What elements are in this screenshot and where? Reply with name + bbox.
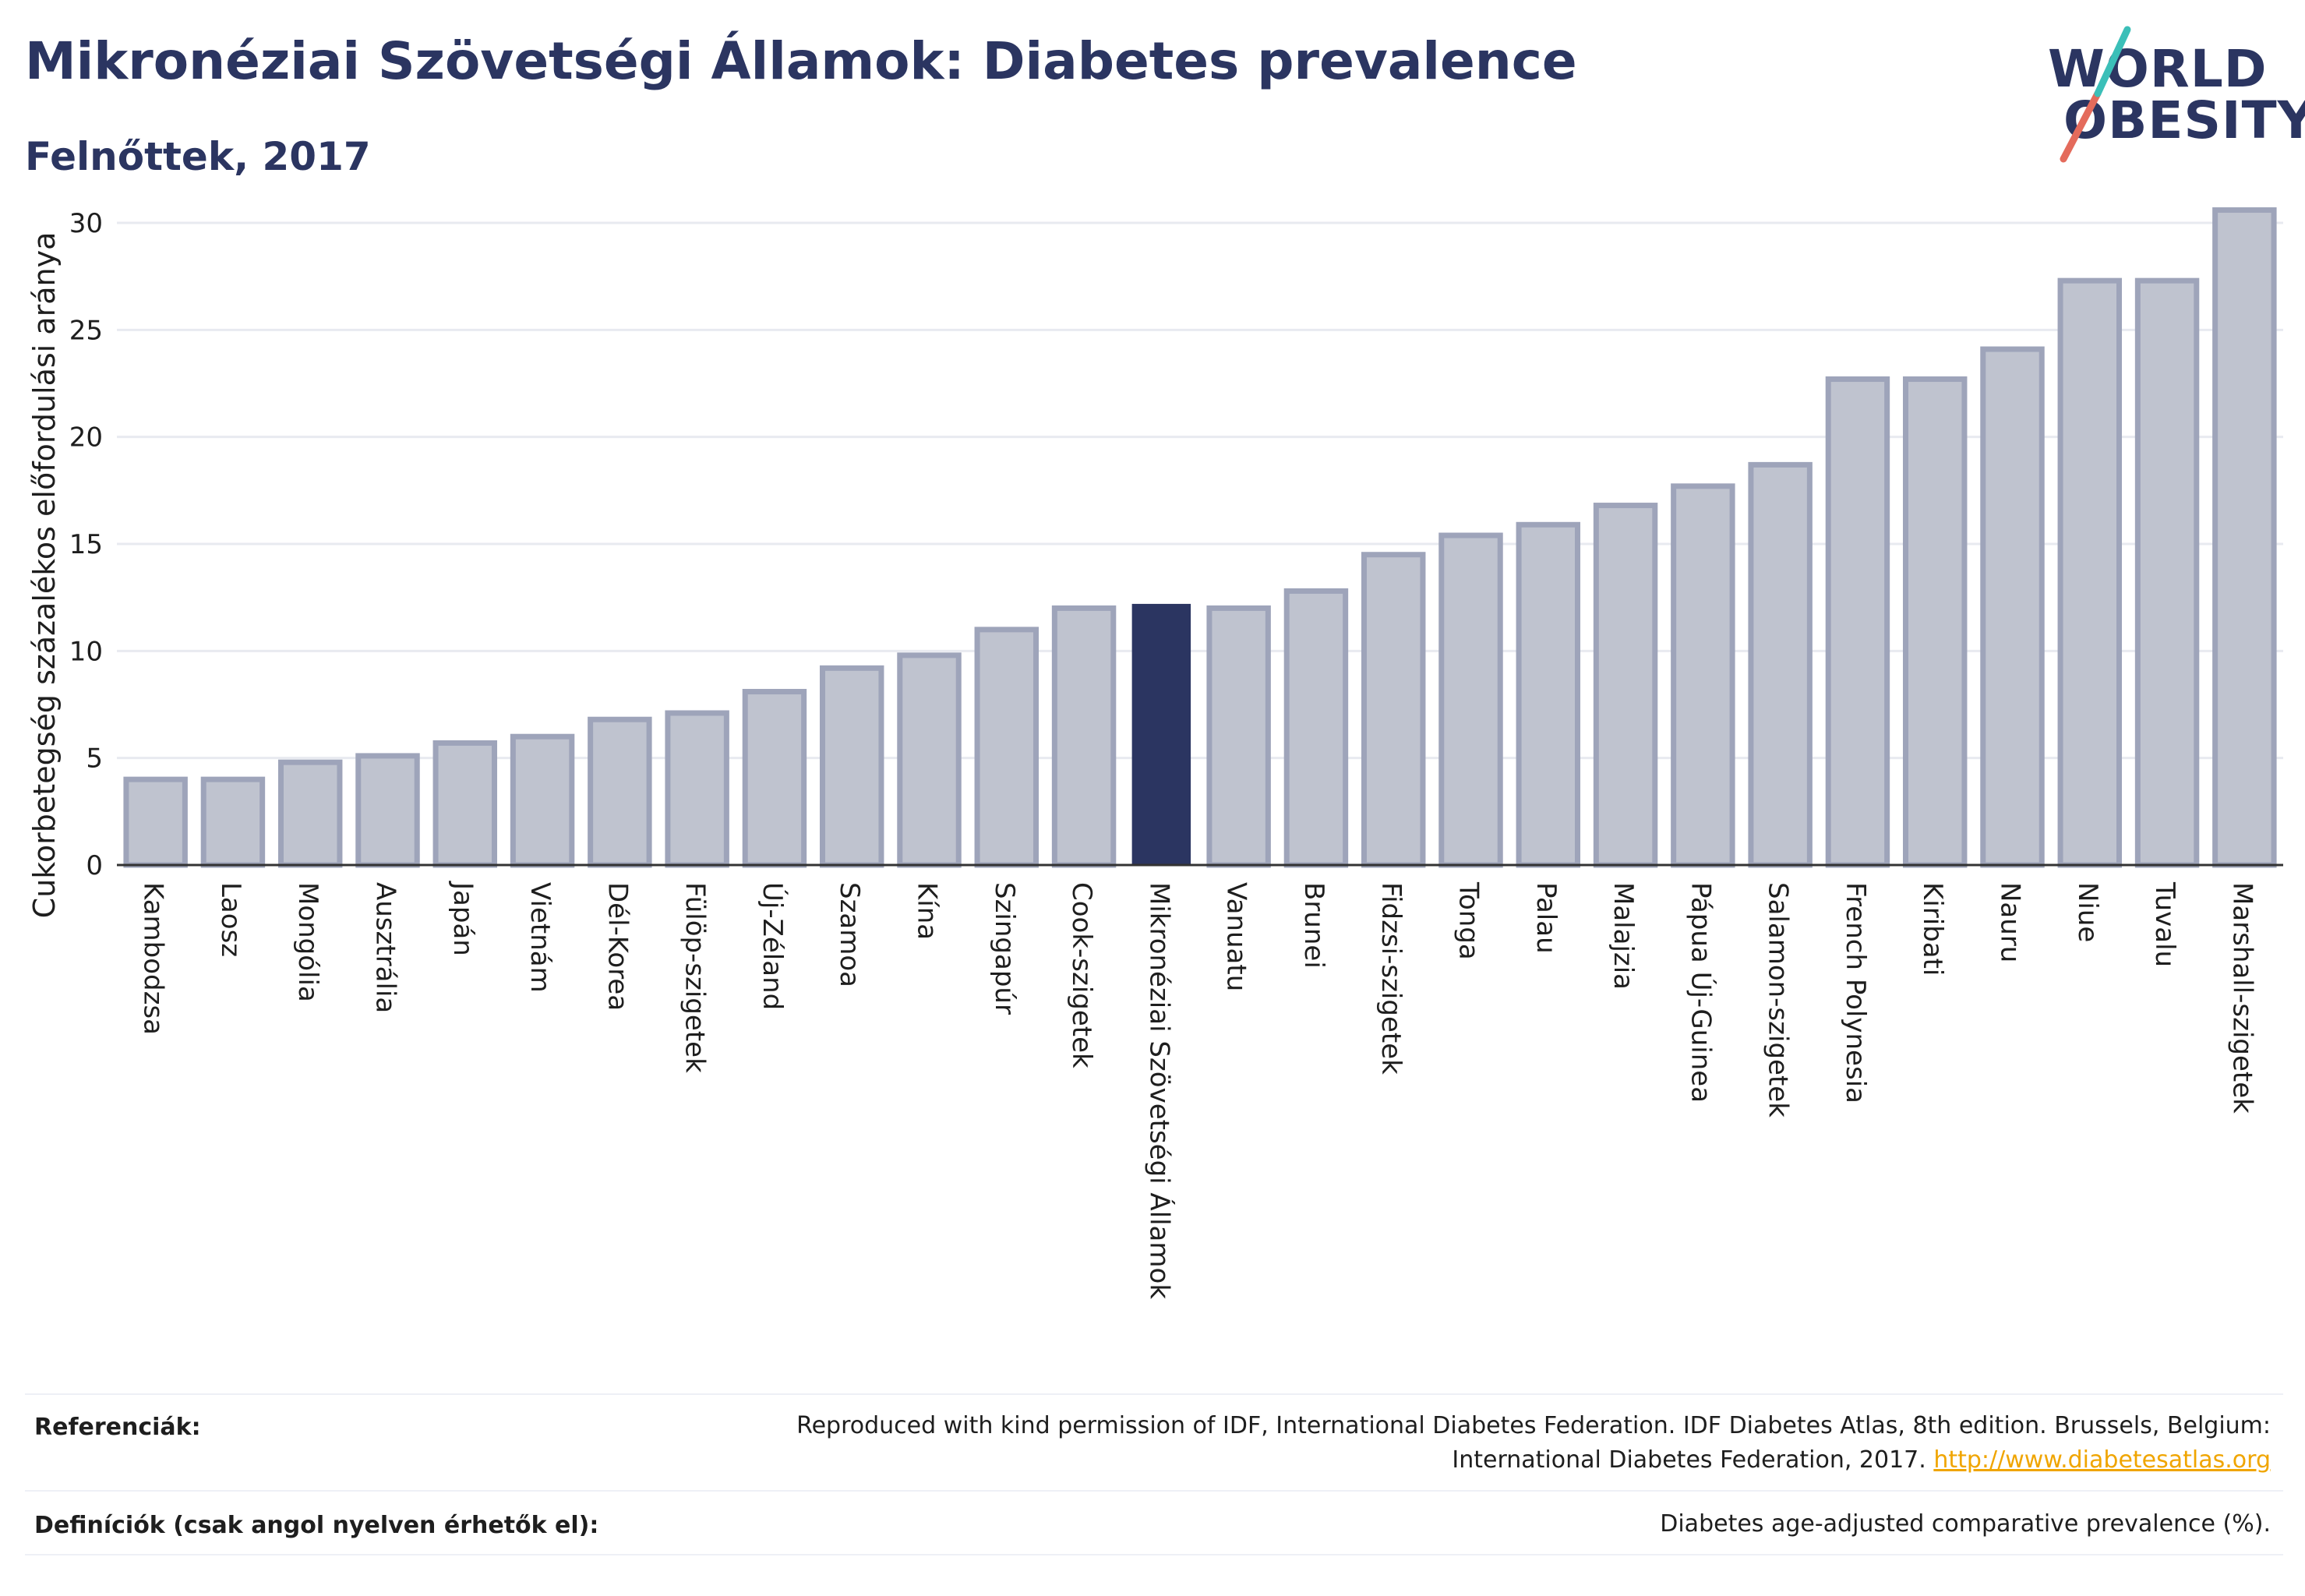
references-line-2-text: International Diabetes Federation, 2017. [1452, 1446, 1926, 1474]
bar-mongólia[interactable] [277, 759, 343, 868]
bar-fidzsi-szigetek[interactable] [1361, 552, 1426, 868]
y-tick-label: 15 [69, 529, 103, 560]
bar-új-zéland[interactable] [742, 689, 807, 868]
bar-nauru[interactable] [1980, 346, 2045, 868]
x-tick-label: Salamon-szigetek [1763, 882, 1794, 1118]
bar-pápua-új-guinea[interactable] [1671, 483, 1735, 868]
bar-vanuatu[interactable] [1206, 605, 1271, 868]
bar-fülöp-szigetek[interactable] [665, 710, 729, 868]
x-tick-label: Mongólia [292, 882, 323, 1002]
x-tick-label: Tuvalu [2149, 881, 2180, 967]
bar-niue[interactable] [2057, 277, 2123, 868]
footer-divider [25, 1393, 2283, 1395]
bar-dél-korea[interactable] [588, 716, 652, 868]
x-tick-label: Szingapúr [989, 882, 1020, 1015]
x-tick-label: Pápua Új-Guinea [1685, 882, 1717, 1103]
x-tick-label: Marshall-szigetek [2226, 882, 2257, 1114]
x-tick-label: Cook-szigetek [1066, 882, 1097, 1068]
x-tick-label: Niue [2072, 882, 2103, 942]
x-tick-label: Ausztrália [370, 882, 401, 1013]
footer-divider [25, 1554, 2283, 1555]
y-tick-labels: 0 5 10 15 20 25 30 [69, 208, 103, 881]
bar-malajzia[interactable] [1593, 503, 1658, 868]
x-tick-label: Laosz [215, 882, 246, 957]
x-tick-label: Nauru [1995, 882, 2026, 962]
y-tick-label: 20 [69, 422, 103, 454]
references-link[interactable]: http://www.diabetesatlas.org [1933, 1446, 2271, 1474]
page-subtitle: Felnőttek, 2017 [25, 134, 371, 179]
references-line-1: Reproduced with kind permission of IDF, … [796, 1412, 2271, 1439]
bar-cook-szigetek[interactable] [1051, 605, 1117, 868]
x-tick-labels: Kambodzsa Laosz Mongólia Ausztrália Japán Vie… [138, 881, 2258, 1299]
x-tick-label: Palau [1530, 882, 1562, 954]
x-tick-label: Vanuatu [1221, 882, 1252, 991]
x-tick-label: Vietnám [524, 882, 556, 993]
bar-japán[interactable] [432, 740, 498, 868]
logo-text-obesity: OBESITY [2063, 90, 2305, 150]
logo-text-world: WORLD [2048, 39, 2268, 99]
bars [123, 207, 2277, 868]
bar-kína[interactable] [897, 652, 962, 868]
bar-salamon-szigetek[interactable] [1748, 461, 1813, 868]
bar-mikronéziai-szövetségi-államok[interactable] [1131, 603, 1191, 865]
references-text: Reproduced with kind permission of IDF, … [796, 1409, 2271, 1478]
bar-kiribati[interactable] [1902, 376, 1968, 868]
definitions-label: Definíciók (csak angol nyelven érhetők e… [34, 1512, 599, 1539]
x-tick-label: Kiribati [1917, 882, 1948, 976]
page-title: Mikronéziai Szövetségi Államok: Diabetes… [25, 31, 1577, 91]
y-tick-label: 5 [86, 743, 103, 775]
x-tick-label: Szamoa [834, 882, 865, 987]
bar-tonga[interactable] [1438, 532, 1503, 868]
logo-slash-icon [2060, 26, 2131, 163]
x-tick-label: Új-Zéland [757, 882, 789, 1010]
x-tick-label: Japán [447, 881, 478, 956]
references-line-2: International Diabetes Federation, 2017.… [796, 1443, 2271, 1478]
x-tick-label: French Polynesia [1840, 882, 1871, 1103]
x-tick-label: Fülöp-szigetek [679, 882, 711, 1073]
bar-palau[interactable] [1516, 521, 1581, 868]
references-label: Referenciák: [34, 1414, 201, 1441]
bar-tuvalu[interactable] [2134, 277, 2200, 868]
bar-laosz[interactable] [200, 776, 266, 868]
bar-kambodzsa[interactable] [123, 776, 188, 868]
world-obesity-logo[interactable]: WORLD OBESITY [2026, 22, 2305, 170]
y-tick-label: 25 [69, 315, 103, 346]
bar-szingapúr[interactable] [974, 627, 1040, 868]
x-tick-label: Tonga [1453, 881, 1484, 960]
x-tick-label: Brunei [1298, 882, 1329, 969]
bar-marshall-szigetek[interactable] [2212, 207, 2277, 868]
definitions-text: Diabetes age-adjusted comparative preval… [1660, 1510, 2271, 1538]
x-tick-label: Kambodzsa [138, 882, 169, 1035]
x-tick-label: Fidzsi-szigetek [1375, 882, 1407, 1075]
x-tick-label: Mikronéziai Szövetségi Államok [1143, 882, 1175, 1299]
y-tick-label: 30 [69, 208, 103, 239]
y-tick-label: 0 [86, 850, 103, 881]
y-tick-label: 10 [69, 636, 103, 667]
x-tick-label: Dél-Korea [602, 882, 633, 1011]
bar-ausztrália[interactable] [355, 753, 420, 868]
x-tick-label: Malajzia [1608, 882, 1639, 990]
x-tick-label: Kína [912, 882, 943, 940]
footer-divider [25, 1490, 2283, 1492]
bar-french-polynesia[interactable] [1825, 376, 1890, 868]
bar-brunei[interactable] [1283, 588, 1349, 868]
bar-szamoa[interactable] [819, 665, 884, 868]
bar-vietnám[interactable] [510, 733, 575, 868]
y-axis-label: Cukorbetegség százalékos előfordulási ar… [27, 232, 62, 919]
bar-chart: 0 5 10 15 20 25 30 Kambodzsa Laosz Mongólia Auszt… [27, 207, 2283, 1299]
